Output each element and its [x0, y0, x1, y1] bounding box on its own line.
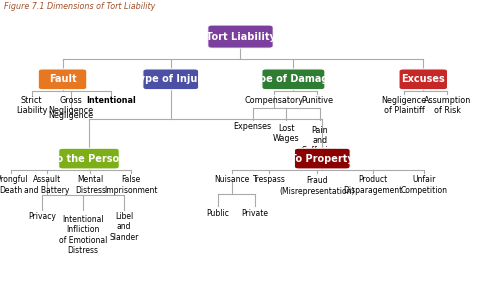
Text: Expenses: Expenses: [233, 122, 271, 131]
Text: Intentional
Infliction
of Emotional
Distress: Intentional Infliction of Emotional Dist…: [59, 215, 107, 255]
Text: Product
Disparagement: Product Disparagement: [342, 175, 402, 195]
FancyBboxPatch shape: [207, 25, 273, 48]
FancyBboxPatch shape: [398, 69, 446, 90]
Text: Public: Public: [206, 209, 229, 218]
Text: Type of Damages: Type of Damages: [246, 74, 339, 84]
FancyBboxPatch shape: [294, 148, 349, 169]
FancyBboxPatch shape: [59, 148, 119, 169]
Text: Assumption
of Risk: Assumption of Risk: [423, 96, 470, 116]
Text: Figure 7.1 Dimensions of Tort Liability: Figure 7.1 Dimensions of Tort Liability: [4, 2, 155, 11]
FancyBboxPatch shape: [143, 69, 198, 90]
Text: Wrongful
Death: Wrongful Death: [0, 175, 28, 195]
Text: Gross
Negligence: Gross Negligence: [48, 96, 94, 116]
Text: Fault: Fault: [48, 74, 76, 84]
Text: Privacy: Privacy: [28, 212, 56, 221]
Text: To Property: To Property: [290, 154, 353, 163]
Text: Nuisance: Nuisance: [214, 175, 249, 185]
Text: Tort Liability: Tort Liability: [205, 32, 275, 41]
Text: Negligence
of Plaintiff: Negligence of Plaintiff: [381, 96, 426, 116]
Text: Fraud
(Misrepresentation): Fraud (Misrepresentation): [279, 176, 354, 196]
FancyBboxPatch shape: [261, 69, 324, 90]
Text: Compensatory: Compensatory: [244, 96, 303, 105]
Text: Excuses: Excuses: [401, 74, 444, 84]
Text: Type of Injury: Type of Injury: [132, 74, 208, 84]
Text: False
Imprisonment: False Imprisonment: [104, 175, 157, 195]
Text: Punitive: Punitive: [301, 96, 333, 105]
Text: Strict
Liability: Strict Liability: [16, 96, 48, 116]
FancyBboxPatch shape: [38, 69, 86, 90]
Text: Lost
Wages: Lost Wages: [272, 124, 299, 143]
Text: Trespass: Trespass: [252, 175, 285, 185]
Text: Intentional: Intentional: [85, 96, 135, 105]
Text: Private: Private: [241, 209, 268, 218]
Text: Unfair
Competition: Unfair Competition: [400, 175, 447, 195]
Text: To the Person: To the Person: [51, 154, 126, 163]
Text: Assault
and Battery: Assault and Battery: [24, 175, 70, 195]
Text: Negligence: Negligence: [48, 111, 94, 120]
Text: Mental
Distress: Mental Distress: [75, 175, 106, 195]
Text: Libel
and
Slander: Libel and Slander: [109, 212, 139, 242]
Text: Pain
and
Suffering: Pain and Suffering: [301, 126, 337, 156]
